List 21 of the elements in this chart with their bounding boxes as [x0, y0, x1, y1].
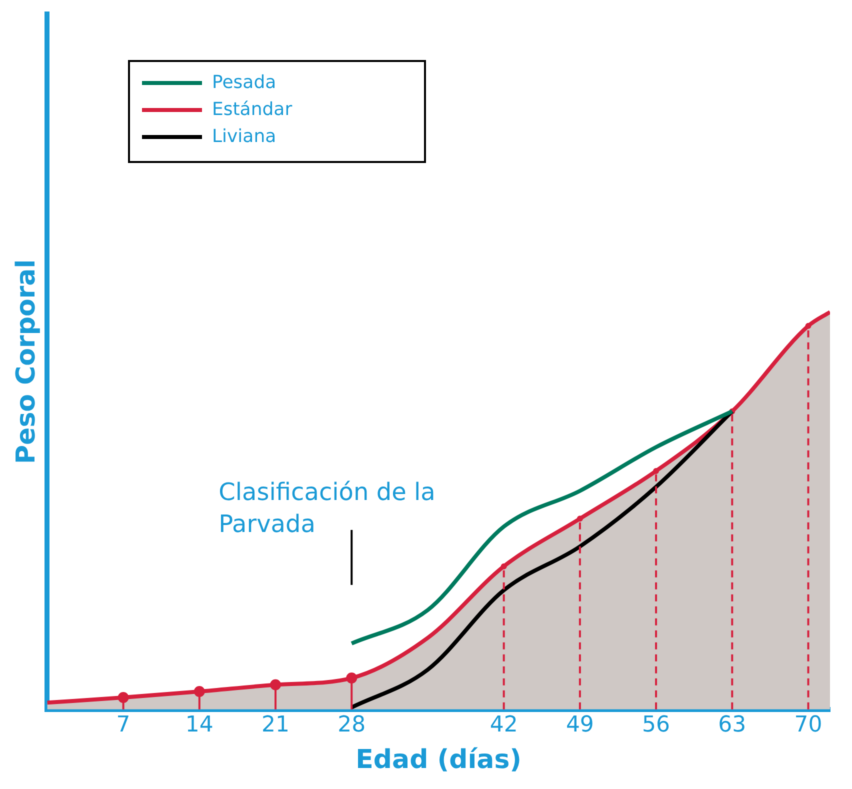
x-tick-label: 14: [185, 712, 214, 738]
point: [500, 563, 507, 570]
annotation: Clasificación de la Parvada: [218, 478, 436, 538]
legend-label: Liviana: [212, 126, 276, 147]
point: [576, 516, 583, 522]
x-tick-label: 28: [338, 712, 366, 738]
legend-label: Pesada: [212, 72, 276, 93]
x-tick-label: 21: [262, 712, 290, 738]
legend-label: Estándar: [212, 99, 292, 120]
x-axis-title: Edad (días): [356, 745, 522, 776]
x-tick-label: 70: [794, 712, 822, 738]
x-tick-label: 49: [566, 712, 594, 738]
x-tick-label: 42: [490, 712, 518, 738]
x-tick-label: 7: [116, 712, 130, 738]
x-tick-label: 56: [642, 712, 670, 738]
point: [270, 679, 282, 690]
y-axis-title: Peso Corporal: [11, 259, 42, 464]
x-tick-label: 63: [718, 712, 746, 738]
point: [805, 322, 812, 329]
point: [653, 468, 660, 474]
point: [194, 686, 205, 698]
